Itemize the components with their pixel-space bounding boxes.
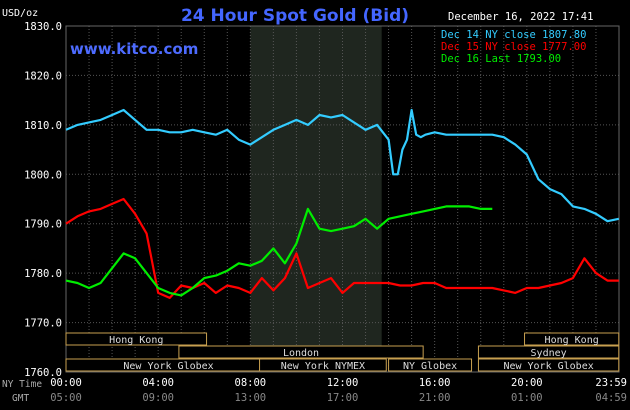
session-box [65, 332, 208, 346]
y-tick-label: 1820.0 [24, 70, 62, 82]
legend-item-dec15: Dec 15 NY close 1777.00 [441, 41, 586, 53]
x-tick-label-ny: 12:00 [327, 377, 359, 389]
y-tick-label: 1790.0 [24, 219, 62, 231]
y-tick-label: 1770.0 [24, 318, 62, 330]
legend-item-dec16: Dec 16 Last 1793.00 [441, 53, 561, 65]
x-tick-label-gmt: 04:59 [595, 392, 627, 404]
y-tick-label: 1800.0 [24, 169, 62, 181]
x-tick-label-ny: 23:59 [595, 377, 627, 389]
x-tick-label-gmt: 09:00 [142, 392, 174, 404]
session-label: NY Globex [403, 361, 457, 372]
session-label: New York Globex [123, 361, 213, 372]
session-layer: Hong Kong London New York Globex New York N… [65, 332, 620, 372]
session-label: Hong Kong [545, 335, 599, 346]
legend-item-dec14: Dec 14 NY close 1807.80 [441, 29, 586, 41]
session-label: New York Globex [503, 361, 593, 372]
series-layer [65, 108, 620, 299]
session-label: New York NYMEX [281, 361, 365, 372]
series-line-1 [65, 197, 619, 299]
gmt-label: GMT [12, 393, 29, 404]
y-tick-label: 1780.0 [24, 268, 62, 280]
session-box [259, 358, 387, 372]
date-label: December 16, 2022 17:41 [448, 11, 593, 23]
session-box [477, 345, 620, 359]
axis-layer: 1830.0 1820.0 1810.0 1800.0 1790.0 1780.0 1770… [24, 21, 627, 404]
y-tick-label: 1810.0 [24, 120, 62, 132]
session-box [524, 332, 620, 346]
series-line-2 [65, 205, 493, 297]
x-tick-label-gmt: 17:00 [327, 392, 359, 404]
x-tick-label-ny: 16:00 [419, 377, 451, 389]
x-tick-label-gmt: 05:00 [50, 392, 82, 404]
session-box [388, 358, 473, 372]
legend: Dec 14 NY close 1807.80 Dec 15 NY close … [441, 29, 586, 65]
x-tick-label-ny: 20:00 [511, 377, 543, 389]
session-box [178, 345, 424, 359]
grid-layer [65, 25, 620, 373]
x-tick-label-ny: 04:00 [142, 377, 174, 389]
units-label: USD/oz [2, 8, 38, 19]
nymex-session-highlight [250, 26, 382, 372]
session-label: Sydney [531, 348, 567, 359]
chart-title: 24 Hour Spot Gold (Bid) [181, 6, 409, 26]
x-tick-label-ny: 08:00 [235, 377, 267, 389]
y-tick-label: 1760.0 [24, 367, 62, 379]
session-label: Hong Kong [109, 335, 163, 346]
x-tick-label-gmt: 01:00 [511, 392, 543, 404]
watermark: www.kitco.com [70, 40, 198, 58]
x-tick-label-gmt: 21:00 [419, 392, 451, 404]
ny-time-label: NY Time [2, 379, 42, 390]
x-tick-label-gmt: 13:00 [235, 392, 267, 404]
series-line-0 [65, 108, 620, 223]
y-tick-label: 1830.0 [24, 21, 62, 33]
session-label: London [283, 348, 319, 359]
plot-frame [65, 25, 620, 373]
x-tick-label-ny: 00:00 [50, 377, 82, 389]
session-box [477, 358, 620, 372]
